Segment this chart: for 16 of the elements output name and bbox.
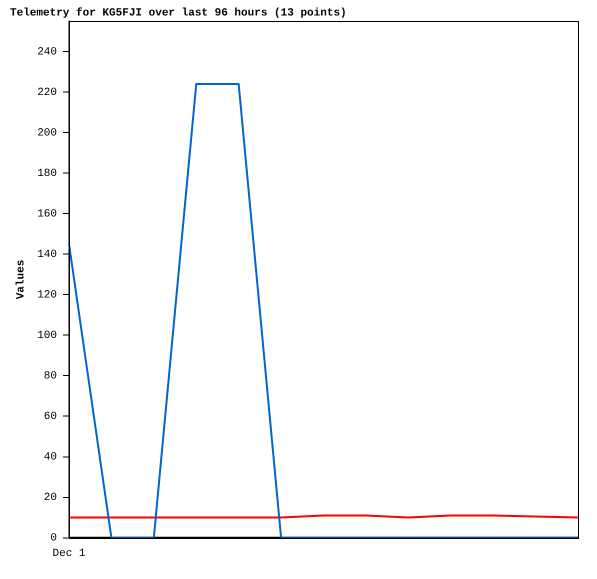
- chart-title: Telemetry for KG5FJI over last 96 hours (13 points): [10, 6, 347, 20]
- y-tick-label: 200: [37, 128, 58, 140]
- y-tick-label: 120: [37, 290, 58, 302]
- y-tick-label: 160: [37, 208, 58, 221]
- y-tick-label: 40: [44, 452, 58, 464]
- y-tick-label: 0: [50, 532, 58, 545]
- y-tick-label: 60: [44, 411, 58, 424]
- y-axis-title: Values: [15, 260, 28, 300]
- y-tick-label: 100: [37, 330, 58, 342]
- y-tick-label: 240: [37, 46, 58, 58]
- y-tick-label: 180: [37, 168, 58, 180]
- y-tick-label: 220: [37, 87, 58, 100]
- text: Dec 1: [52, 548, 86, 560]
- y-tick-label: 20: [44, 492, 58, 504]
- y-tick-label: 80: [44, 370, 58, 383]
- y-tick-label: 140: [37, 249, 58, 262]
